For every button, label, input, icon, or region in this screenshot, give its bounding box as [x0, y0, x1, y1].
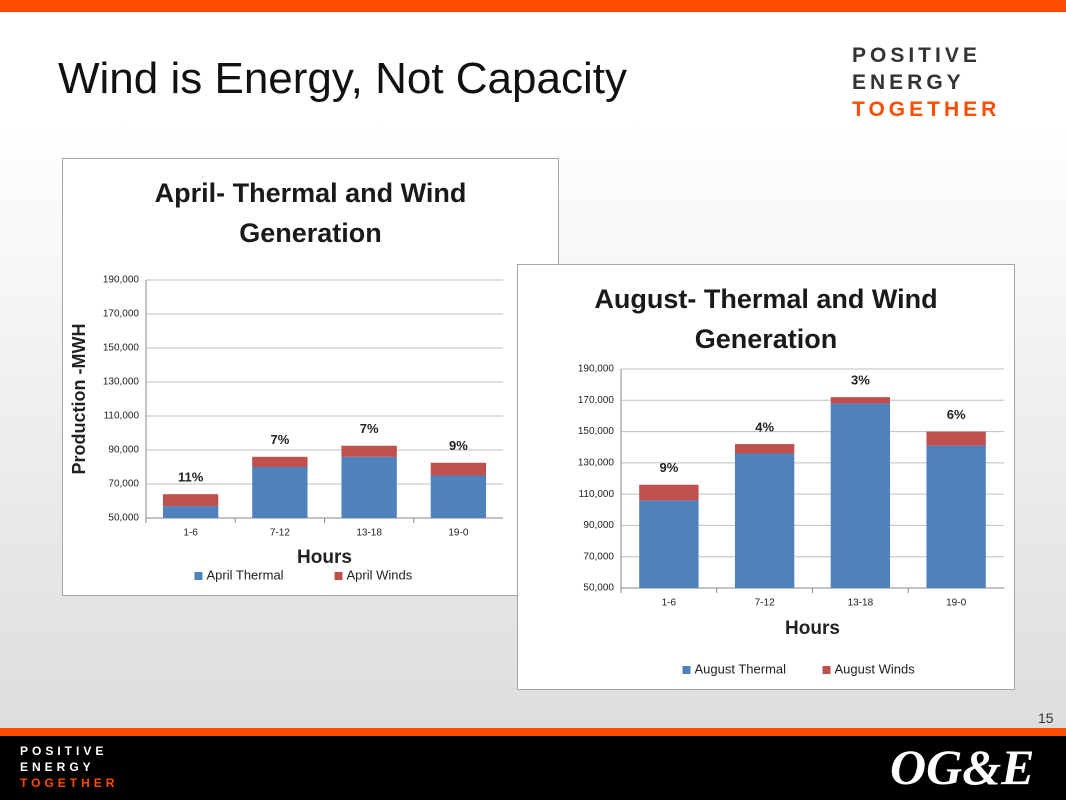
y-tick-label: 170,000	[103, 309, 140, 320]
legend-label: April Thermal	[207, 567, 284, 582]
bar-segment	[162, 494, 219, 507]
chart-box: August- Thermal and Wind Generation 50,00…	[517, 264, 1015, 690]
bar-annotation: 7%	[270, 432, 289, 447]
x-axis-label: Hours	[785, 618, 840, 639]
x-tick-label: 13-18	[848, 598, 874, 609]
bar-segment	[734, 444, 795, 454]
logo-line: POSITIVE	[20, 744, 108, 758]
bar-segment	[639, 500, 699, 588]
bar-segment	[926, 431, 986, 446]
y-tick-label: 90,000	[108, 445, 139, 456]
bar-segment	[252, 456, 308, 467]
bar-segment	[252, 467, 308, 518]
logo-line: POSITIVE	[852, 44, 981, 67]
slide-title: Wind is Energy, Not Capacity	[58, 54, 627, 103]
chart: 50,000 70,000 90,000 110,000 130,000 150,000 1…	[69, 275, 503, 582]
footer-logo: POSITIVE ENERGY TOGETHER	[20, 743, 118, 791]
legend-label: August Thermal	[695, 661, 787, 676]
x-tick-label: 13-18	[356, 528, 382, 539]
y-tick-label: 190,000	[103, 275, 140, 286]
y-tick-label: 70,000	[108, 479, 139, 490]
bar-annotation: 6%	[947, 407, 966, 422]
legend-swatch	[682, 666, 691, 674]
y-tick-label: 170,000	[578, 395, 615, 406]
bar-annotation: 7%	[360, 421, 379, 436]
y-tick-label: 70,000	[583, 551, 614, 562]
x-tick-label: 19-0	[946, 598, 966, 609]
bar-segment	[830, 403, 891, 588]
y-tick-label: 90,000	[583, 520, 614, 531]
y-tick-label: 150,000	[578, 426, 615, 437]
logo: POSITIVE ENERGY TOGETHER	[852, 42, 1000, 123]
legend-swatch	[334, 572, 343, 580]
x-tick-label: 7-12	[270, 528, 290, 539]
y-tick-label: 50,000	[583, 583, 614, 594]
bar-segment	[341, 445, 397, 457]
bar-segment	[639, 484, 699, 501]
bar-annotation: 3%	[851, 373, 870, 388]
bar-segment	[430, 475, 487, 518]
chart-title: April- Thermal and Wind Generation	[154, 178, 467, 248]
x-tick-label: 1-6	[662, 598, 677, 609]
bar-annotation: 11%	[178, 470, 204, 485]
y-axis-label: Production -MWH	[69, 324, 89, 475]
chart: 50,000 70,000 90,000 110,000 130,000 150,000 1…	[578, 364, 1004, 676]
bar-annotation: 9%	[449, 438, 468, 453]
footer	[0, 736, 1066, 800]
legend-swatch	[822, 666, 831, 674]
y-tick-label: 130,000	[578, 457, 615, 468]
footer-line	[0, 728, 1066, 736]
y-tick-label: 130,000	[103, 377, 140, 388]
bar-segment	[830, 397, 891, 404]
logo-line: ENERGY	[20, 760, 95, 774]
bar-segment	[926, 445, 986, 588]
x-tick-label: 1-6	[183, 528, 198, 539]
y-tick-label: 190,000	[578, 364, 615, 375]
bar-annotation: 9%	[659, 460, 678, 475]
logo-line: ENERGY	[852, 71, 965, 94]
x-tick-label: 7-12	[755, 598, 775, 609]
page-number: 15	[1038, 710, 1054, 726]
legend-label: August Winds	[835, 661, 916, 676]
x-axis-label: Hours	[297, 547, 352, 568]
chart-box: April- Thermal and Wind Generation 50,000…	[62, 158, 559, 596]
logo-line: TOGETHER	[852, 98, 1001, 121]
y-tick-label: 50,000	[108, 513, 139, 524]
bar-segment	[430, 462, 487, 476]
chart-title: August- Thermal and Wind Generation	[594, 284, 938, 354]
y-tick-label: 110,000	[104, 411, 140, 422]
legend-swatch	[194, 572, 203, 580]
bar-segment	[162, 506, 219, 518]
y-tick-label: 150,000	[103, 343, 140, 354]
bar-segment	[734, 453, 795, 588]
top-bar	[0, 0, 1066, 12]
brand: OG&E	[890, 739, 1035, 795]
x-tick-label: 19-0	[448, 528, 468, 539]
y-tick-label: 110,000	[579, 489, 615, 500]
bar-annotation: 4%	[755, 420, 774, 435]
logo-line: TOGETHER	[20, 776, 119, 790]
legend-label: April Winds	[347, 567, 413, 582]
bar-segment	[341, 456, 397, 518]
